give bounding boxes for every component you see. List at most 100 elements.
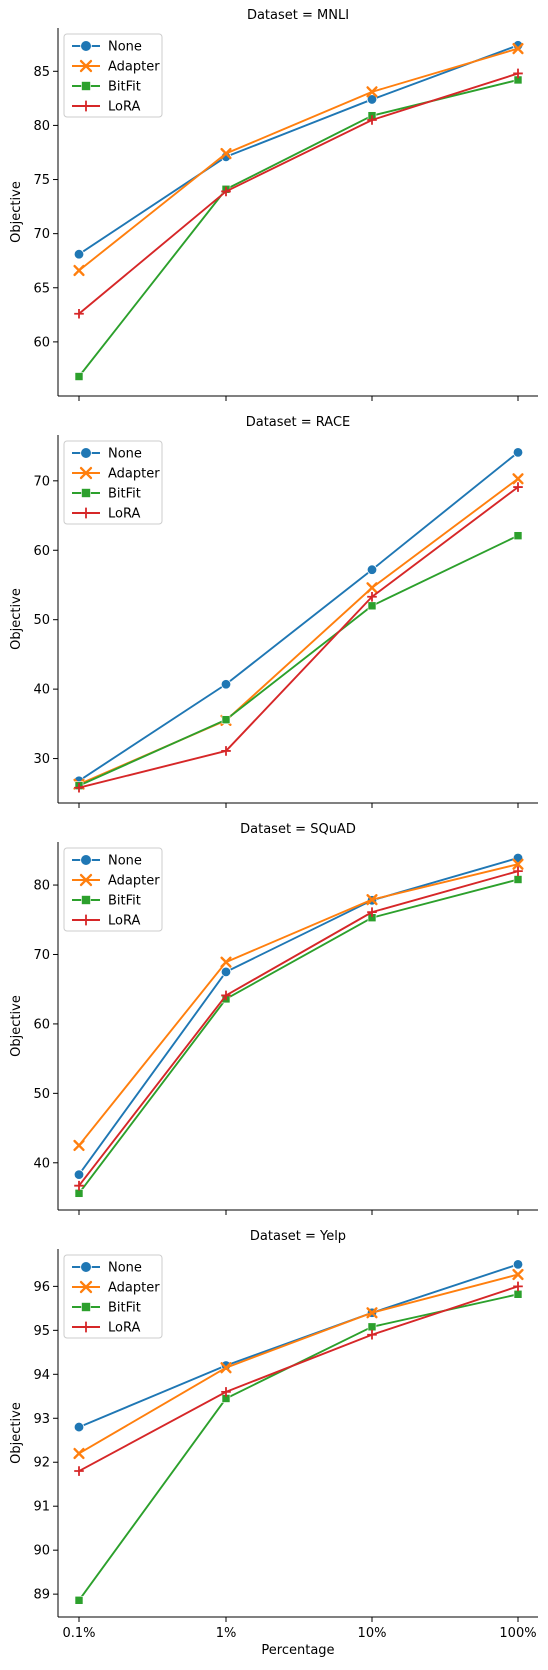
panel-squad: Dataset = SQuAD 40 50 60 70 80 Objective None Ad… bbox=[9, 822, 538, 1215]
data-point-lora bbox=[221, 746, 231, 756]
data-point-bitfit bbox=[367, 601, 377, 611]
legend-marker-lora bbox=[80, 914, 92, 926]
data-point-none bbox=[73, 1421, 85, 1433]
series-line-adapter bbox=[78, 1273, 519, 1455]
data-point-none bbox=[73, 249, 85, 260]
y-tick-label: 70 bbox=[33, 948, 50, 963]
x-tick-label: 100% bbox=[499, 1626, 536, 1641]
data-point-lora bbox=[367, 1329, 377, 1340]
data-point-none bbox=[366, 564, 378, 575]
data-point-lora bbox=[367, 591, 377, 602]
x-tick-label: 10% bbox=[358, 1626, 387, 1641]
data-point-none bbox=[512, 1259, 524, 1270]
series-line-none bbox=[78, 857, 519, 1176]
legend-box bbox=[63, 847, 163, 932]
data-point-adapter bbox=[220, 147, 232, 160]
legend-label-adapter: Adapter bbox=[108, 874, 160, 889]
x-axis-label: Percentage bbox=[261, 1643, 334, 1658]
legend-marker-none bbox=[80, 854, 92, 866]
y-tick-label: 40 bbox=[33, 683, 50, 698]
series-line-bitfit bbox=[78, 534, 519, 787]
y-axis-label: Objective bbox=[9, 995, 24, 1057]
y-tick-label: 80 bbox=[33, 879, 50, 894]
legend-marker-bitfit bbox=[81, 81, 91, 91]
data-point-none bbox=[220, 966, 232, 978]
legend: None Adapter BitFit LoRA bbox=[63, 33, 163, 118]
data-point-lora bbox=[221, 990, 231, 1001]
data-point-bitfit bbox=[74, 372, 84, 381]
y-tick-label: 50 bbox=[33, 1087, 50, 1102]
data-point-adapter bbox=[512, 858, 524, 870]
legend-label-adapter: Adapter bbox=[108, 467, 160, 482]
data-point-none bbox=[512, 447, 524, 458]
y-axis-label: Objective bbox=[9, 181, 24, 243]
y-tick-label: 60 bbox=[33, 335, 50, 350]
data-point-adapter bbox=[220, 1362, 232, 1374]
data-point-adapter bbox=[73, 1447, 85, 1460]
series-line-none bbox=[78, 451, 519, 782]
data-point-lora bbox=[74, 1466, 84, 1476]
data-point-lora bbox=[221, 1387, 231, 1397]
y-tick-label: 90 bbox=[33, 1544, 50, 1559]
data-point-adapter bbox=[220, 956, 232, 968]
legend-label-bitfit: BitFit bbox=[108, 80, 141, 95]
series-bitfit bbox=[74, 531, 523, 790]
legend-marker-lora bbox=[80, 100, 92, 112]
legend: None Adapter BitFit LoRA bbox=[63, 847, 163, 932]
y-tick-label: 92 bbox=[33, 1456, 50, 1471]
legend-box bbox=[63, 33, 163, 118]
series-line-lora bbox=[78, 486, 519, 789]
data-point-lora bbox=[74, 1180, 84, 1191]
legend-marker-adapter bbox=[79, 1280, 93, 1294]
legend-marker-bitfit bbox=[81, 895, 91, 905]
data-point-lora bbox=[74, 308, 84, 319]
data-point-lora bbox=[513, 866, 523, 876]
series-line-bitfit bbox=[78, 79, 519, 378]
panel-title: Dataset = RACE bbox=[246, 415, 351, 430]
legend-label-none: None bbox=[108, 1261, 142, 1276]
y-tick-label: 95 bbox=[33, 1324, 50, 1339]
legend-marker-adapter bbox=[79, 873, 93, 887]
y-tick-label: 70 bbox=[33, 474, 50, 489]
legend-marker-adapter bbox=[79, 59, 93, 73]
legend-box bbox=[63, 440, 163, 525]
data-point-lora bbox=[513, 68, 523, 79]
data-point-adapter bbox=[73, 1139, 85, 1152]
series-line-lora bbox=[78, 72, 519, 315]
data-point-adapter bbox=[366, 86, 378, 98]
data-point-lora bbox=[367, 907, 377, 917]
x-tick-label: 1% bbox=[216, 1626, 237, 1641]
legend-label-bitfit: BitFit bbox=[108, 487, 141, 502]
legend-label-none: None bbox=[108, 447, 142, 462]
legend-marker-none bbox=[80, 447, 92, 459]
series-lora bbox=[74, 482, 523, 793]
panel-yelp: Dataset = Yelp 89 90 91 92 93 94 95 96 Objective 0… bbox=[9, 1229, 538, 1658]
legend-marker-none bbox=[80, 1261, 92, 1273]
data-point-bitfit bbox=[513, 1289, 523, 1299]
data-point-bitfit bbox=[513, 531, 523, 540]
y-tick-label: 75 bbox=[33, 173, 50, 188]
data-point-lora bbox=[367, 115, 377, 125]
y-tick-label: 60 bbox=[33, 1017, 50, 1032]
series-bitfit bbox=[74, 75, 523, 381]
panel-race: Dataset = RACE 30 40 50 60 70 Objective None Ada… bbox=[9, 415, 538, 808]
y-axis-label: Objective bbox=[9, 1402, 24, 1464]
data-point-adapter bbox=[366, 894, 378, 906]
y-tick-label: 70 bbox=[33, 227, 50, 242]
series-line-lora bbox=[78, 870, 519, 1187]
legend-label-lora: LoRA bbox=[108, 914, 140, 929]
series-adapter bbox=[73, 858, 524, 1152]
data-point-bitfit bbox=[367, 1322, 377, 1332]
series-adapter bbox=[73, 1268, 524, 1460]
panel-title: Dataset = MNLI bbox=[247, 8, 349, 23]
series-line-bitfit bbox=[78, 878, 519, 1194]
panel-title: Dataset = SQuAD bbox=[240, 822, 356, 837]
series-line-lora bbox=[78, 1285, 519, 1472]
data-point-lora bbox=[513, 1281, 523, 1292]
series-adapter bbox=[73, 42, 524, 277]
legend-label-lora: LoRA bbox=[108, 1321, 140, 1336]
legend-marker-adapter bbox=[79, 466, 93, 480]
legend-label-lora: LoRA bbox=[108, 100, 140, 115]
series-lora bbox=[74, 866, 523, 1191]
legend-label-lora: LoRA bbox=[108, 507, 140, 522]
